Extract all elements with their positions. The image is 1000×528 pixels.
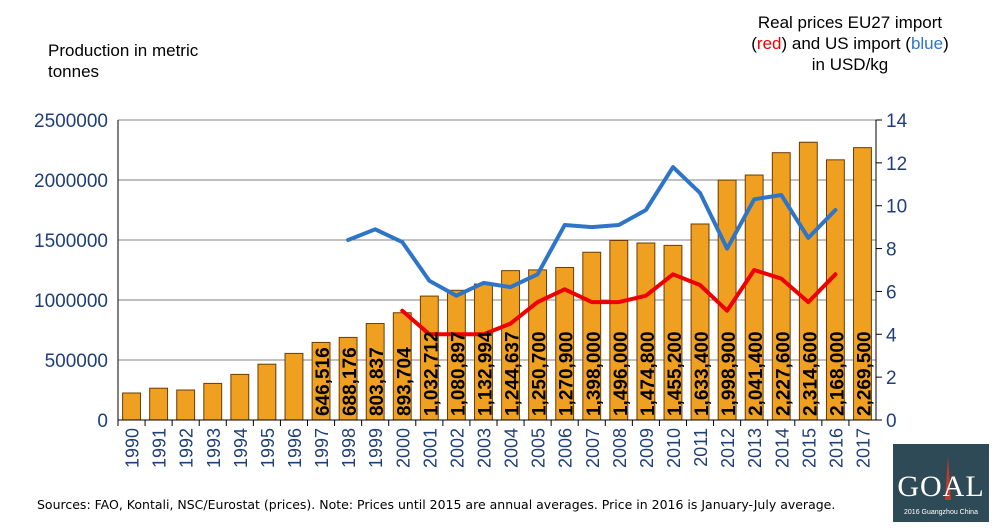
bar-data-label: 1,496,000 xyxy=(611,331,632,416)
left-tick-label: 500000 xyxy=(45,351,108,372)
x-tick-label: 1997 xyxy=(312,428,332,468)
x-tick-label: 2005 xyxy=(529,428,549,468)
bar-data-label: 2,227,600 xyxy=(773,331,794,416)
right-title-red-word: red xyxy=(756,34,782,53)
x-tick-label: 2006 xyxy=(556,428,576,468)
right-tick-label: 2 xyxy=(886,368,897,389)
logo-text: GOAL xyxy=(897,470,985,503)
x-tick-label: 2016 xyxy=(826,428,846,468)
x-tick-label: 1999 xyxy=(366,428,386,468)
x-tick-label: 2015 xyxy=(799,428,819,468)
right-tick-label: 10 xyxy=(886,197,907,218)
source-note: Sources: FAO, Kontali, NSC/Eurostat (pri… xyxy=(37,497,835,512)
bar-data-label: 2,314,600 xyxy=(800,331,821,416)
bar xyxy=(257,363,277,421)
bar-data-label: 688,176 xyxy=(340,347,361,416)
right-title-part-3: ) in USD/kg xyxy=(811,34,949,74)
x-tick-label: 2017 xyxy=(853,428,873,468)
bar xyxy=(149,387,169,421)
right-title-blue-word: blue xyxy=(910,34,944,53)
right-tick-label: 14 xyxy=(886,111,908,132)
us-price-line xyxy=(346,165,838,298)
x-tick-label: 2003 xyxy=(474,428,494,468)
x-tick-label: 1993 xyxy=(204,428,224,468)
x-tick-label: 1991 xyxy=(150,428,170,468)
logo-subtitle: 2016 Guangzhou China xyxy=(904,509,978,516)
left-tick-label: 2500000 xyxy=(34,111,108,132)
x-tick-label: 1994 xyxy=(231,428,251,468)
bar-data-label: 1,455,200 xyxy=(665,331,686,416)
bar-data-label: 1,998,900 xyxy=(719,331,740,416)
x-tick-label: 2009 xyxy=(637,428,657,468)
x-tick-label: 1996 xyxy=(285,428,305,468)
pagoda-icon xyxy=(945,456,951,500)
source-part-kontali: Kontali xyxy=(126,497,170,512)
x-tick-label: 2013 xyxy=(745,428,765,468)
bar-data-label: 1,080,897 xyxy=(448,331,469,416)
right-tick-label: 0 xyxy=(886,411,897,432)
bar-data-label: 1,132,994 xyxy=(475,331,496,416)
eu-price-line xyxy=(400,268,838,337)
bar-data-label: 803,837 xyxy=(367,347,388,416)
bar xyxy=(122,392,141,421)
x-tick-label: 1992 xyxy=(177,428,197,468)
bar-data-label: 1,474,800 xyxy=(638,331,659,416)
bar-data-label: 2,041,400 xyxy=(746,331,767,416)
right-axis-title: Real prices EU27 import (red) and US imp… xyxy=(750,12,950,75)
x-tick-label: 2014 xyxy=(772,428,792,468)
left-tick-label: 1500000 xyxy=(34,231,108,252)
bar xyxy=(176,389,196,421)
x-tick-label: 2000 xyxy=(393,428,413,468)
x-tick-label: 2004 xyxy=(502,428,522,468)
x-tick-label: 2007 xyxy=(583,428,603,468)
x-tick-label: 2001 xyxy=(420,428,440,468)
left-tick-label: 2000000 xyxy=(34,171,108,192)
bar-data-label: 1,032,712 xyxy=(421,331,442,416)
bar-data-label: 1,250,700 xyxy=(530,331,551,416)
bar-data-label: 1,270,900 xyxy=(557,331,578,416)
x-tick-label: 2011 xyxy=(691,428,711,467)
bar-data-label: 1,398,000 xyxy=(584,331,605,416)
source-part-2: , NSC/Eurostat (prices). Note: Prices un… xyxy=(169,497,836,512)
x-tick-label: 2002 xyxy=(447,428,467,468)
bar-data-label: 1,633,400 xyxy=(692,331,713,416)
source-part-1: Sources: FAO, xyxy=(37,497,127,512)
bar-data-label: 893,704 xyxy=(394,347,415,416)
right-tick-label: 8 xyxy=(886,240,897,261)
bar-data-label: 2,269,500 xyxy=(854,331,875,416)
bar xyxy=(230,373,250,421)
bar xyxy=(203,382,223,421)
bar-data-label: 2,168,000 xyxy=(827,331,848,416)
x-tick-label: 2010 xyxy=(664,428,684,468)
right-tick-label: 6 xyxy=(886,282,897,303)
right-title-part-2: ) and US import ( xyxy=(781,34,911,53)
x-tick-label: 1995 xyxy=(258,428,278,468)
x-tick-label: 2012 xyxy=(718,428,738,468)
right-tick-label: 12 xyxy=(886,154,907,175)
bar-data-label: 646,516 xyxy=(313,347,334,416)
left-axis-title: Production in metric tonnes xyxy=(48,41,199,81)
left-tick-label: 0 xyxy=(97,411,108,432)
x-tick-label: 1998 xyxy=(339,428,359,468)
x-tick-label: 2008 xyxy=(610,428,630,468)
bar-data-label: 1,244,637 xyxy=(503,331,524,416)
left-tick-label: 1000000 xyxy=(34,291,108,312)
x-tick-label: 1990 xyxy=(123,428,143,468)
bar xyxy=(284,352,304,421)
goal-logo: GOAL 2016 Guangzhou China xyxy=(893,444,989,522)
right-tick-label: 4 xyxy=(886,325,897,346)
right-title-part-1: Real prices EU27 import ( xyxy=(751,13,943,53)
